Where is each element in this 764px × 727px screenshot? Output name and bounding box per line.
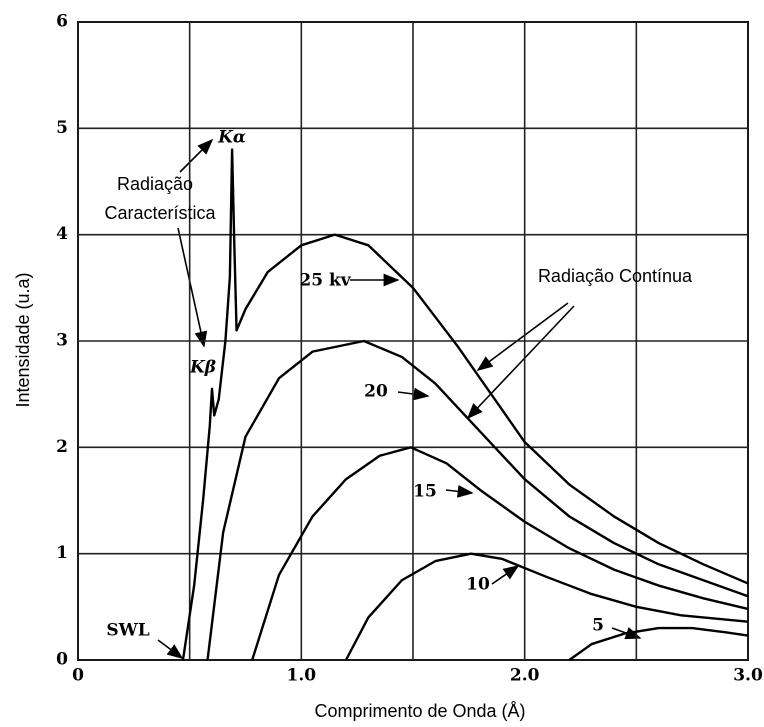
y-tick-label: 3 <box>56 331 68 351</box>
curve <box>206 339 749 661</box>
curve <box>251 446 749 661</box>
annotation: Kα <box>217 128 246 148</box>
arrow <box>445 484 474 498</box>
arrow <box>476 302 569 371</box>
y-tick-label: 5 <box>56 118 68 138</box>
x-tick-label: 0 <box>72 666 84 686</box>
curve-label: 25 kv <box>299 271 351 291</box>
curve-label: 15 <box>413 482 437 502</box>
curve <box>344 552 749 661</box>
curve <box>181 148 749 661</box>
annotation: Kβ <box>189 358 216 378</box>
y-tick-label: 1 <box>56 543 68 563</box>
y-tick-label: 2 <box>56 437 68 457</box>
y-tick-label: 0 <box>56 650 68 670</box>
annotation: Característica <box>104 203 216 223</box>
curve-label: 5 <box>592 616 604 636</box>
curve-label: 10 <box>466 575 490 595</box>
x-tick-label: 3.0 <box>733 666 763 686</box>
arrows <box>157 138 642 659</box>
annotation: SWL <box>106 621 149 641</box>
x-tick-label: 1.0 <box>287 666 317 686</box>
annotation: Radiação Contínua <box>538 266 693 286</box>
y-tick-label: 6 <box>56 12 68 32</box>
arrow <box>177 227 208 348</box>
annotation: Radiação <box>117 174 193 194</box>
curve <box>568 626 749 661</box>
y-axis-label: Intensidade (u.a) <box>13 272 33 407</box>
arrow <box>179 138 214 173</box>
x-axis-label: Comprimento de Onda (Å) <box>314 701 525 721</box>
x-tick-label: 2.0 <box>510 666 540 686</box>
arrow <box>466 305 575 420</box>
curve-label: 20 <box>364 382 388 402</box>
arrow <box>491 565 520 585</box>
y-tick-label: 4 <box>56 224 68 244</box>
arrow <box>157 639 184 659</box>
